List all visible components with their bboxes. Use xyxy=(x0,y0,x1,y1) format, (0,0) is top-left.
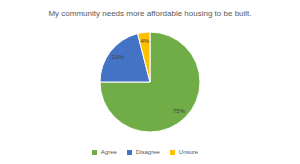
svg-text:21%: 21% xyxy=(112,54,125,60)
html-text:Disagree: Disagree xyxy=(135,149,160,155)
svg-text:4%: 4% xyxy=(141,38,150,44)
html-text:Agree: Agree xyxy=(100,149,117,155)
svg-text:75%: 75% xyxy=(173,108,186,114)
html-text:Unsure: Unsure xyxy=(178,149,199,155)
html-text:My community needs more afford: My community needs more affordable housi… xyxy=(48,9,252,18)
